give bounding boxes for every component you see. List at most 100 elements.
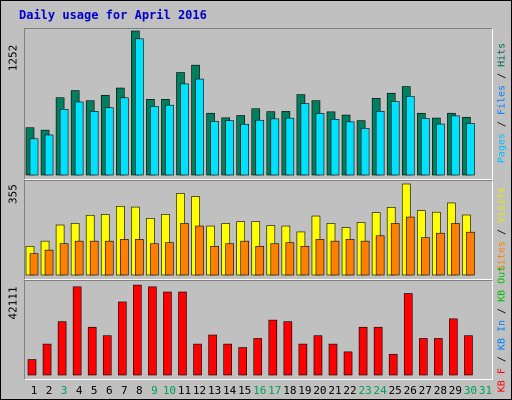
- day-label: 26: [404, 384, 417, 397]
- kb-bar: [133, 284, 142, 376]
- files-bar: [360, 128, 370, 176]
- kb-bar: [253, 338, 263, 376]
- day-label: 7: [121, 384, 128, 397]
- files-bar: [255, 119, 265, 176]
- files-bar: [59, 109, 69, 176]
- files-bar: [210, 121, 219, 176]
- sites-bar: [285, 242, 295, 276]
- sites-bar: [210, 245, 219, 276]
- day-label: 2: [46, 384, 53, 397]
- files-bar: [165, 104, 174, 176]
- files-bar: [74, 101, 84, 176]
- day-label: 21: [328, 384, 341, 397]
- files-bar: [120, 97, 129, 176]
- kb-bar: [148, 286, 157, 376]
- day-label: 17: [268, 384, 281, 397]
- files-bar: [436, 123, 445, 176]
- files-bar: [240, 123, 249, 176]
- files-bar: [180, 83, 189, 176]
- files-bar: [330, 119, 340, 176]
- files-bar: [390, 101, 400, 176]
- files-bar: [225, 120, 234, 176]
- files-bar: [89, 111, 99, 176]
- day-label: 20: [313, 384, 326, 397]
- day-label: 31: [479, 384, 492, 397]
- files-bar: [150, 106, 159, 176]
- kb-bar: [193, 343, 202, 376]
- day-label: 1: [31, 384, 38, 397]
- kb-bar: [72, 286, 82, 376]
- sites-bar: [330, 240, 340, 276]
- sites-bar: [29, 253, 39, 276]
- day-label: 16: [253, 384, 266, 397]
- kb-bar: [464, 335, 473, 376]
- files-bar: [300, 103, 310, 176]
- files-bar: [466, 123, 475, 176]
- sites-bar: [345, 239, 355, 276]
- kb-bar: [238, 347, 247, 376]
- sites-bar: [240, 240, 249, 276]
- sites-bar: [44, 249, 54, 276]
- day-label: 14: [223, 384, 237, 397]
- sites-bar: [74, 240, 84, 276]
- kb-bar: [328, 343, 338, 376]
- day-label: 13: [208, 384, 221, 397]
- kb-bar: [343, 351, 353, 376]
- kb-bar: [42, 343, 52, 376]
- day-label: 3: [61, 384, 68, 397]
- kb-bar: [298, 343, 308, 376]
- chart-title: Daily usage for April 2016: [19, 8, 207, 22]
- sites-bar: [225, 243, 234, 276]
- day-label: 15: [238, 384, 251, 397]
- kb-bar: [208, 334, 217, 376]
- day-label: 4: [76, 384, 83, 397]
- sites-bar: [451, 223, 460, 276]
- sites-bar: [420, 237, 430, 276]
- kb-bar: [373, 326, 383, 376]
- day-label: 19: [298, 384, 311, 397]
- files-bar: [315, 113, 325, 176]
- files-bar: [29, 138, 39, 176]
- sites-bar: [390, 223, 400, 276]
- sites-bar: [315, 239, 325, 276]
- day-label: 18: [283, 384, 296, 397]
- sites-bar: [59, 243, 69, 276]
- kb-bar: [163, 291, 172, 376]
- day-label: 24: [374, 384, 388, 397]
- sites-bar: [104, 240, 114, 276]
- day-label: 8: [136, 384, 143, 397]
- kb-bar: [313, 335, 323, 376]
- day-label: 29: [449, 384, 462, 397]
- kb-bar: [358, 326, 368, 376]
- sites-bar: [180, 223, 189, 276]
- kb-bar: [268, 319, 278, 376]
- sites-bar: [270, 243, 280, 276]
- sites-bar: [300, 245, 310, 276]
- kb-bar: [118, 301, 127, 376]
- sites-bar: [89, 240, 99, 276]
- sites-bar: [466, 231, 475, 276]
- files-bar: [405, 96, 415, 176]
- day-label: 23: [358, 384, 371, 397]
- day-label: 10: [163, 384, 176, 397]
- kb-bar: [403, 293, 413, 376]
- sites-bar: [135, 239, 144, 276]
- kb-bar: [87, 326, 97, 376]
- day-label: 27: [419, 384, 432, 397]
- files-bar: [44, 134, 54, 176]
- day-label: 9: [151, 384, 158, 397]
- day-label: 28: [434, 384, 447, 397]
- kb-bar: [57, 321, 67, 376]
- sites-bar: [436, 232, 445, 276]
- files-bar: [104, 107, 114, 176]
- sites-bar: [195, 225, 204, 276]
- day-label: 30: [464, 384, 477, 397]
- kb-bar: [102, 335, 112, 376]
- files-bar: [345, 121, 355, 176]
- day-label: 25: [389, 384, 402, 397]
- files-bar: [285, 117, 295, 176]
- files-bar: [451, 115, 460, 176]
- kb-bar: [27, 359, 37, 376]
- kb-bar: [418, 338, 428, 376]
